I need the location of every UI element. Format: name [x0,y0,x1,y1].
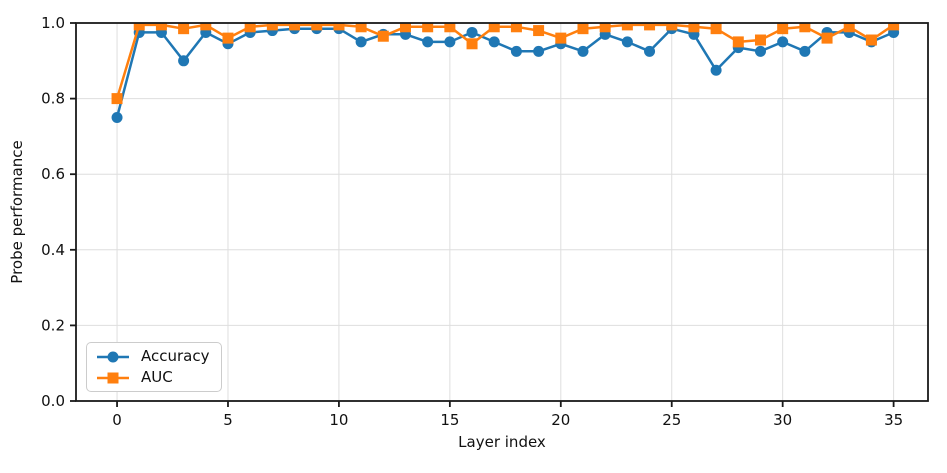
data-point-circle [488,36,500,48]
x-tick-label: 5 [223,411,233,429]
data-point-circle [422,36,434,48]
data-point-square [355,23,367,33]
data-point-square [111,93,123,105]
data-point-square [510,23,522,33]
data-point-square [688,23,700,33]
data-point-square [555,32,567,44]
data-point-square [888,23,900,31]
y-tick-label: 0.4 [41,241,65,259]
data-point-square [754,34,766,46]
x-tick-label: 15 [440,411,459,429]
x-tick-label: 30 [773,411,792,429]
data-point-square [244,23,256,33]
tick-labels: 0 5 10 15 20 25 30 35 0.0 0.2 0.4 0.6 0.8 1.0 [41,14,903,429]
data-point-square [843,23,855,33]
data-point-square [222,32,234,44]
y-tick-label: 0.0 [41,392,65,410]
series-accuracy [111,23,900,123]
data-point-circle [777,36,789,48]
data-point-square [621,23,633,31]
x-tick-label: 35 [884,411,903,429]
data-point-square [311,23,323,31]
legend-item-auc: AUC [96,367,213,388]
data-point-circle [178,55,190,67]
legend: Accuracy AUC [86,342,222,392]
x-tick-label: 0 [112,411,122,429]
data-point-square [488,23,500,33]
data-point-circle [577,45,589,57]
accuracy-circle-marker-icon [107,351,119,362]
plot-border [75,22,929,402]
data-point-square [644,23,656,31]
data-point-square [799,23,811,33]
data-point-square [732,36,744,48]
data-point-square [178,23,190,35]
data-point-square [155,23,167,31]
x-tick-label: 10 [329,411,348,429]
data-point-circle [355,36,367,48]
data-point-square [133,23,145,31]
data-point-square [200,23,212,31]
data-point-circle [444,36,456,48]
y-tick-label: 0.8 [41,90,65,108]
data-point-circle [111,112,123,123]
data-point-circle [510,45,522,57]
data-point-square [577,23,589,35]
auc-series-swatch-icon [97,372,129,383]
auc-square-marker-icon [107,372,119,383]
data-point-circle [799,45,811,57]
legend-item-accuracy: Accuracy [96,346,213,367]
y-tick-label: 0.2 [41,316,65,334]
y-axis-label: Probe performance [8,140,26,284]
data-point-square [422,23,434,33]
data-point-circle [621,36,633,48]
x-tick-label: 20 [551,411,570,429]
data-point-square [710,23,722,35]
data-point-square [865,34,877,46]
accuracy-series-swatch-icon [97,351,129,362]
axis-ticks [70,22,895,407]
data-point-square [599,23,611,33]
data-point-square [466,38,478,50]
legend-label-auc: AUC [141,368,173,386]
data-point-circle [710,64,722,76]
data-point-square [533,25,545,37]
x-axis-label: Layer index [458,433,546,451]
data-point-square [333,23,345,31]
y-tick-label: 0.6 [41,165,65,183]
x-tick-label: 25 [662,411,681,429]
data-point-square [377,30,389,42]
y-tick-label: 1.0 [41,14,65,32]
data-point-circle [533,45,545,57]
data-point-circle [466,26,478,38]
data-point-circle [754,45,766,57]
data-point-square [289,23,301,31]
data-point-square [821,32,833,44]
data-point-square [399,23,411,33]
data-point-square [777,23,789,35]
data-point-square [444,23,456,33]
series-auc [111,23,900,105]
data-point-square [266,23,278,31]
data-point-square [666,23,678,31]
data-point-circle [644,45,656,57]
legend-label-accuracy: Accuracy [141,347,210,365]
